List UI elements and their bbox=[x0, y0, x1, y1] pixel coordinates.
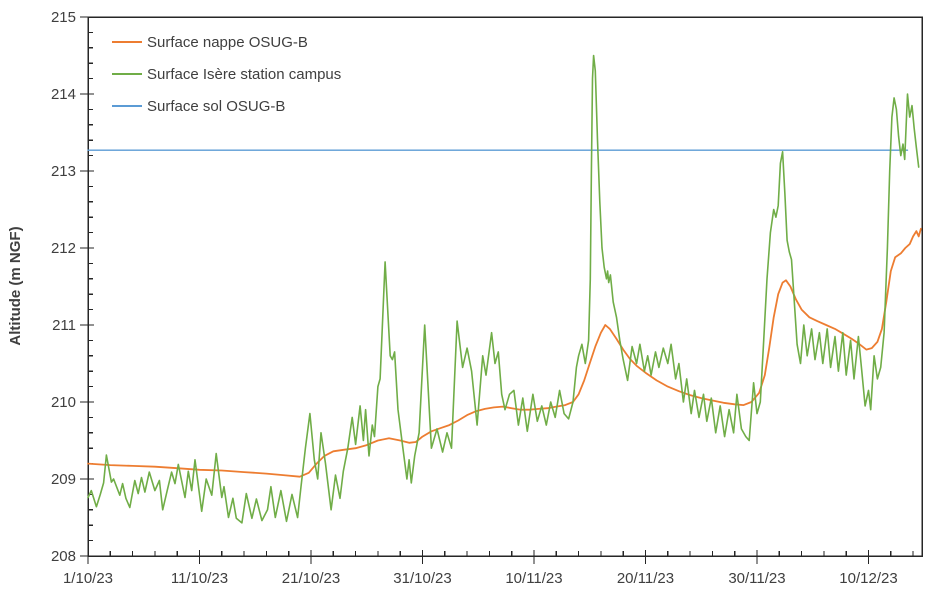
x-tick-label: 1/10/23 bbox=[63, 570, 113, 587]
series-line-0 bbox=[87, 227, 922, 478]
y-tick-label: 214 bbox=[51, 86, 76, 103]
y-tick-label: 209 bbox=[51, 471, 76, 488]
x-tick-label: 10/11/23 bbox=[505, 570, 562, 587]
x-tick-label: 30/11/23 bbox=[728, 570, 785, 587]
legend-label: Surface nappe OSUG-B bbox=[147, 33, 308, 51]
data-series bbox=[87, 54, 922, 524]
x-tick-label: 31/10/23 bbox=[393, 570, 451, 587]
legend-item-nappe: Surface nappe OSUG-B bbox=[112, 26, 341, 58]
legend-item-sol: Surface sol OSUG-B bbox=[112, 90, 341, 122]
legend-line-swatch-green bbox=[112, 73, 142, 75]
x-tick-label: 10/12/23 bbox=[839, 570, 897, 587]
y-tick-label: 215 bbox=[51, 9, 76, 26]
legend-line-swatch-blue bbox=[112, 105, 142, 107]
axes: 1/10/23 11/10/23 21/10/23 31/10/23 10/11/23 2… bbox=[51, 9, 923, 587]
y-axis-title: Altitude (m NGF) bbox=[7, 226, 24, 345]
y-tick-label: 208 bbox=[51, 548, 76, 565]
legend-label: Surface sol OSUG-B bbox=[147, 97, 286, 115]
y-tick-label: 211 bbox=[52, 317, 76, 334]
legend-label: Surface Isère station campus bbox=[147, 65, 342, 83]
x-tick-label: 20/11/23 bbox=[617, 570, 674, 587]
y-tick-label: 210 bbox=[51, 394, 76, 411]
x-tick-label: 11/10/23 bbox=[171, 570, 228, 587]
legend: Surface nappe OSUG-B Surface Isère stati… bbox=[112, 26, 341, 122]
y-tick-label: 213 bbox=[51, 163, 76, 180]
legend-item-isere: Surface Isère station campus bbox=[112, 58, 341, 90]
legend-line-swatch-orange bbox=[112, 41, 142, 43]
x-tick-label: 21/10/23 bbox=[282, 570, 340, 587]
series-line-1 bbox=[87, 54, 920, 524]
y-tick-label: 212 bbox=[51, 240, 76, 257]
